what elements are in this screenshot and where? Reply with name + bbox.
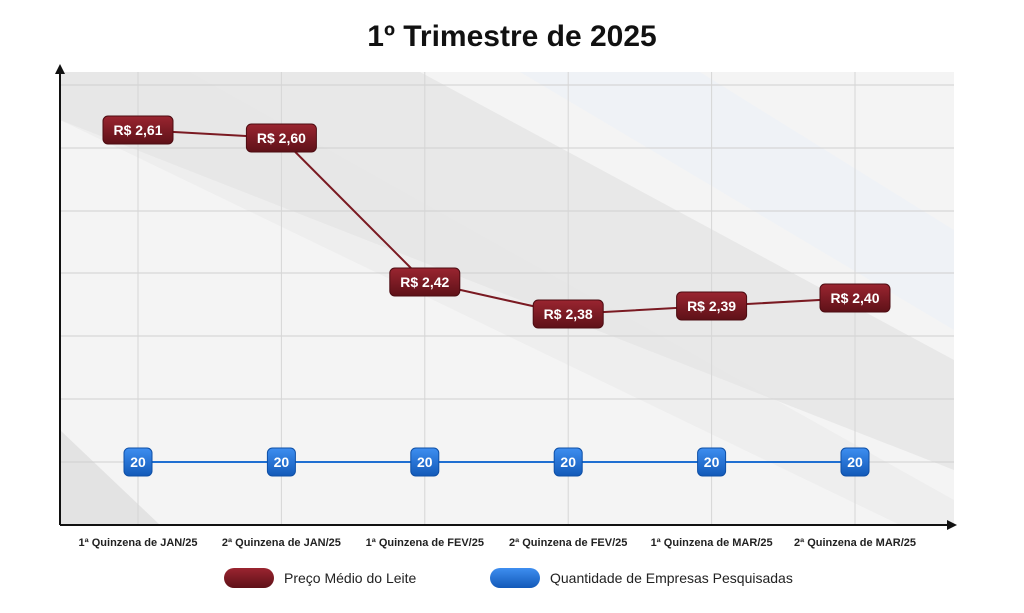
background-band-2: [520, 72, 954, 330]
price-point-5: [819, 283, 891, 313]
companies-point-5: [840, 447, 870, 477]
price-label-4: R$ 2,39: [687, 298, 736, 314]
companies-point-1: [266, 447, 296, 477]
legend-item-price: Preço Médio do Leite: [224, 566, 416, 590]
background-band-3: [60, 430, 160, 525]
price-label-1: R$ 2,60: [257, 130, 306, 146]
companies-label-1: 20: [274, 454, 290, 470]
legend-item-companies: Quantidade de Empresas Pesquisadas: [490, 566, 793, 590]
companies-label-3: 20: [560, 454, 576, 470]
x-tick-label-4: 1ª Quinzena de MAR/25: [651, 537, 773, 549]
price-label-0: R$ 2,61: [113, 122, 162, 138]
legend-swatch-companies: [490, 568, 540, 588]
price-point-0: [102, 115, 174, 145]
background-band-1: [60, 72, 954, 470]
companies-label-2: 20: [417, 454, 433, 470]
x-tick-label-0: 1ª Quinzena de JAN/25: [79, 537, 198, 549]
legend-swatch-price: [224, 568, 274, 588]
x-tick-label-5: 2ª Quinzena de MAR/25: [794, 537, 916, 549]
x-tick-labels: 1ª Quinzena de JAN/25 2ª Quinzena de JAN/…: [79, 537, 917, 549]
price-label-2: R$ 2,42: [400, 274, 449, 290]
companies-point-3: [553, 447, 583, 477]
chart-title: 1º Trimestre de 2025: [367, 20, 657, 53]
x-tick-label-3: 2ª Quinzena de FEV/25: [509, 537, 627, 549]
axes: [55, 64, 957, 530]
x-tick-label-1: 2ª Quinzena de JAN/25: [222, 537, 341, 549]
companies-point-0: [123, 447, 153, 477]
price-point-3: [532, 299, 604, 329]
companies-point-4: [697, 447, 727, 477]
legend-label-price: Preço Médio do Leite: [284, 570, 417, 586]
x-tick-label-2: 1ª Quinzena de FEV/25: [366, 537, 484, 549]
companies-label-5: 20: [847, 454, 863, 470]
companies-label-4: 20: [704, 454, 720, 470]
price-point-4: [676, 291, 748, 321]
companies-point-2: [410, 447, 440, 477]
series: 20 20 20 20 20 20 R$ 2,61 R$ 2,60 R$ 2,42 R$ 2,38…: [102, 115, 891, 477]
price-point-2: [389, 267, 461, 297]
legend-label-companies: Quantidade de Empresas Pesquisadas: [550, 570, 793, 586]
price-label-3: R$ 2,38: [544, 306, 593, 322]
price-label-5: R$ 2,40: [830, 290, 879, 306]
price-point-1: [245, 123, 317, 153]
companies-label-0: 20: [130, 454, 146, 470]
